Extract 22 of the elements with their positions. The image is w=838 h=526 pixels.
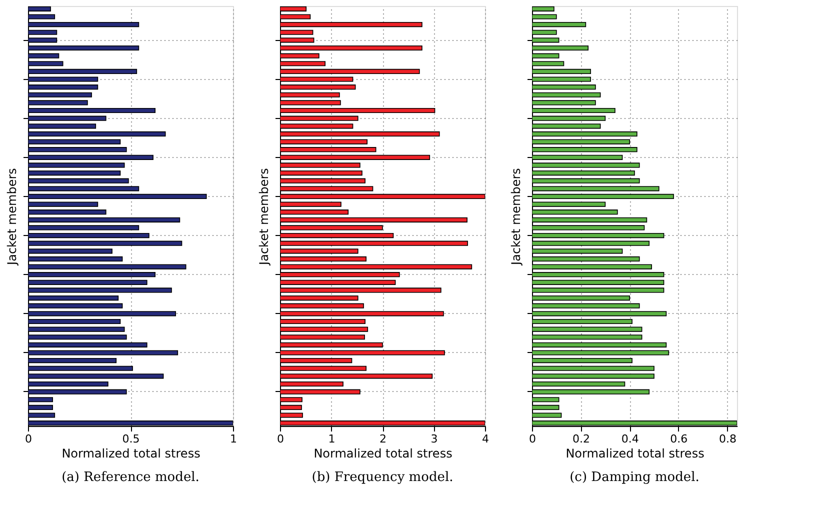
y-axis-title: Jacket members — [257, 168, 271, 266]
x-tick-label: 0 — [277, 432, 284, 446]
x-tick-label: 0.5 — [122, 432, 140, 446]
y-axis-title: Jacket members — [509, 168, 523, 266]
text: (a) Reference model. — [62, 470, 200, 485]
x-tick-label: 4 — [482, 432, 489, 446]
x-axis-title: Normalized total stress — [566, 446, 704, 460]
x-tick-label: 0.6 — [670, 432, 688, 446]
x-tick-label: 0.2 — [572, 432, 590, 446]
y-axis-title: Jacket members — [5, 168, 19, 266]
x-tick-label: 0 — [25, 432, 32, 446]
text: (c) Damping model. — [570, 470, 700, 485]
x-tick-label: 3 — [430, 432, 438, 446]
x-tick-label: 1 — [230, 432, 237, 446]
x-axis-title: Normalized total stress — [314, 446, 452, 460]
x-axis-title: Normalized total stress — [62, 446, 200, 460]
x-tick-label: 0.4 — [621, 432, 639, 446]
text: (b) Frequency model. — [312, 470, 454, 485]
x-tick-label: 0 — [529, 432, 536, 446]
x-tick-label: 2 — [380, 432, 386, 446]
x-tick-label: 1 — [328, 432, 336, 446]
x-tick-label: 0.8 — [718, 432, 736, 446]
